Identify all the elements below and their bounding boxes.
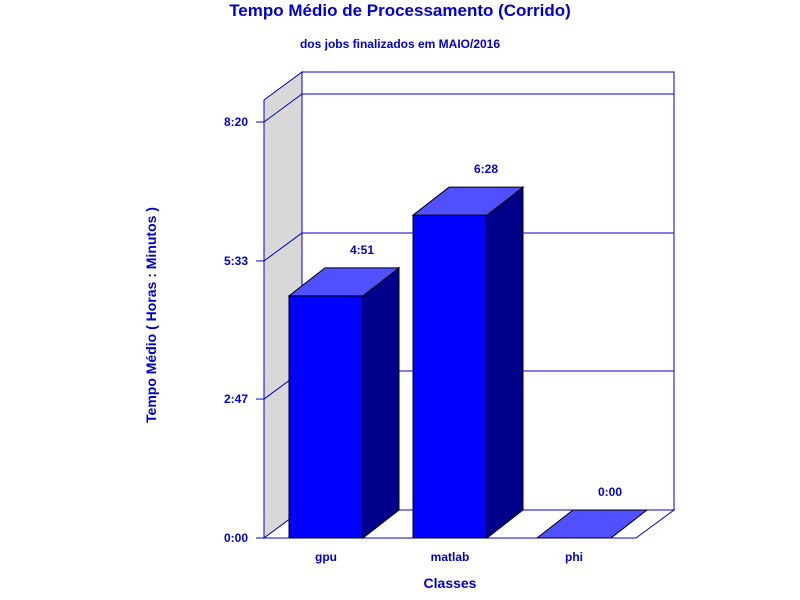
y-tick-label: 8:20 (224, 115, 248, 129)
bars (287, 186, 649, 540)
bar-front (288, 295, 364, 539)
bar-side (486, 186, 524, 540)
bar-top (411, 186, 525, 216)
bar-top (535, 509, 649, 539)
x-axis-label: Classes (424, 575, 477, 591)
bar-phi (535, 509, 649, 539)
gridline-side (263, 232, 303, 262)
bar-top (287, 267, 401, 297)
data-label: 4:51 (350, 243, 374, 257)
y-tick-label: 2:47 (224, 392, 248, 406)
data-label: 0:00 (598, 485, 622, 499)
bar-front (412, 214, 488, 539)
bar-gpu (287, 266, 401, 540)
x-tick-label: phi (565, 550, 583, 564)
gridline-side (263, 93, 303, 123)
y-tick-label: 5:33 (224, 254, 248, 268)
y-tick-label: 0:00 (224, 531, 248, 545)
chart-title: Tempo Médio de Processamento (Corrido) (229, 1, 571, 20)
y-axis-label: Tempo Médio ( Horas : Minutos ) (143, 207, 159, 423)
x-tick-label: gpu (315, 550, 337, 564)
chart-subtitle: dos jobs finalizados em MAIO/2016 (300, 37, 500, 51)
x-tick-label: matlab (431, 550, 470, 564)
data-label: 6:28 (474, 162, 498, 176)
bar-side (362, 266, 400, 540)
labels: 4:51 gpu 6:28 matlab 0:00 phi (315, 162, 622, 564)
bar-matlab (411, 186, 525, 540)
